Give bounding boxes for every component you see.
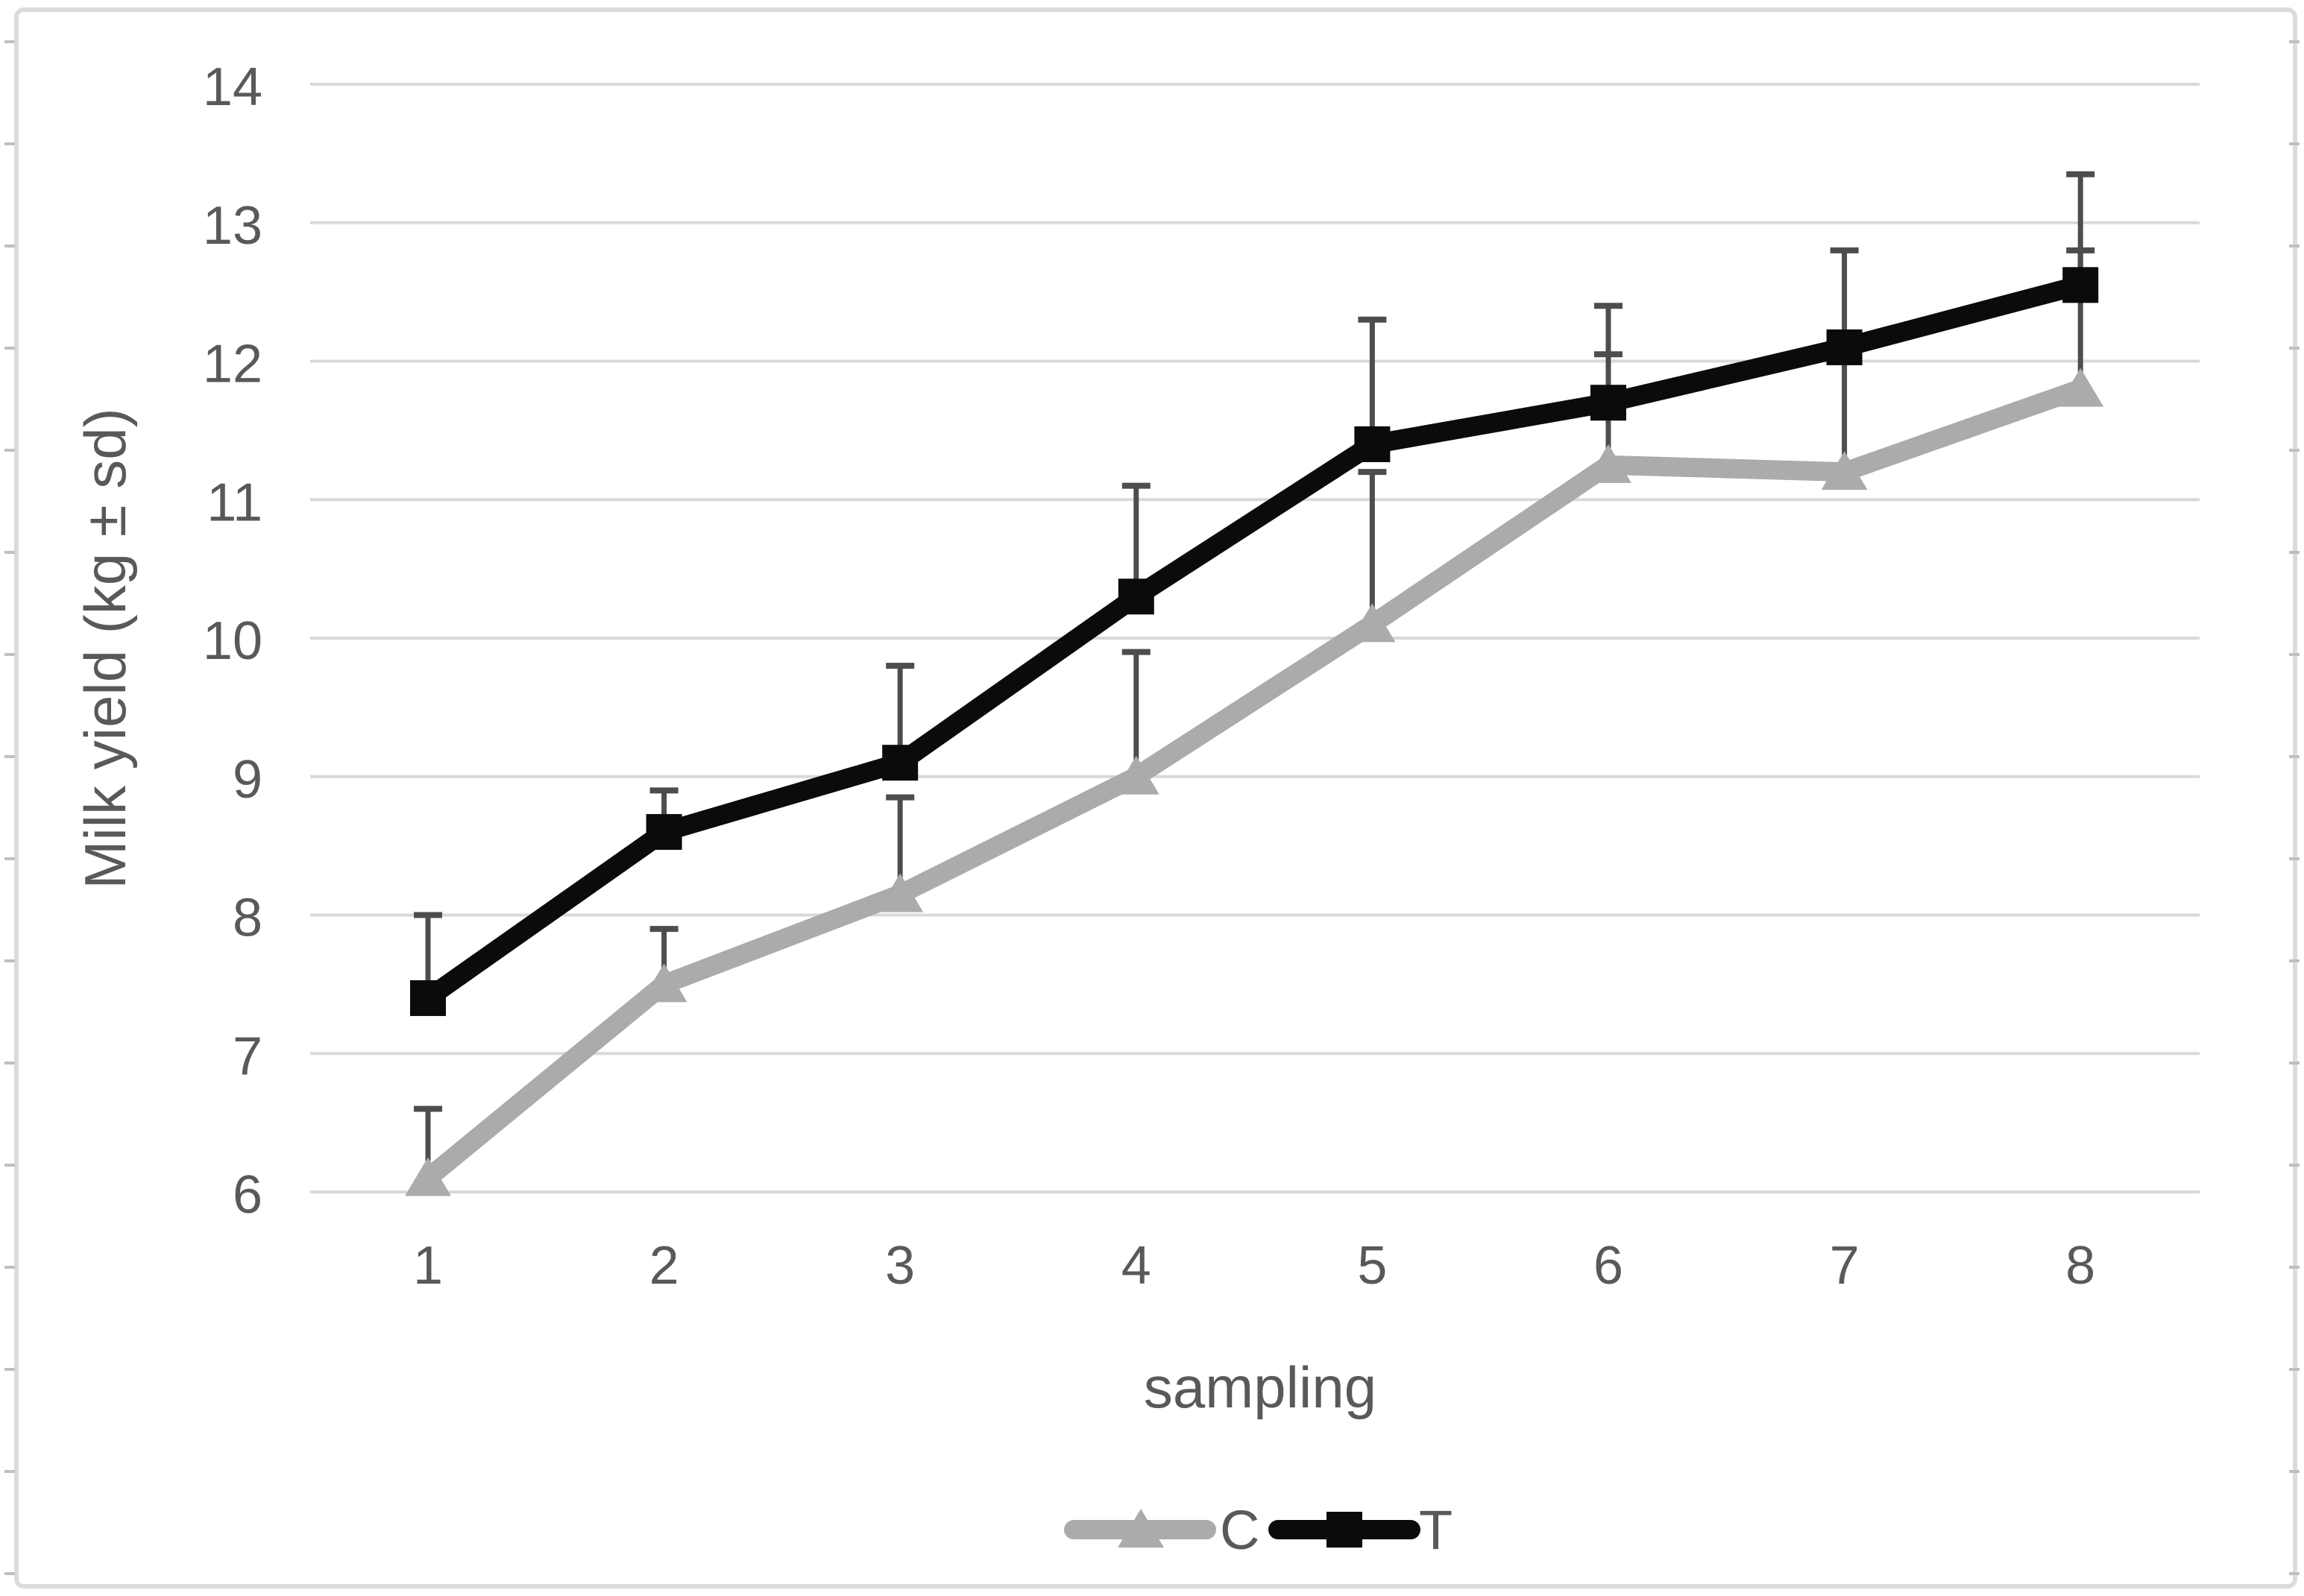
- y-tick-label: 7: [233, 1026, 262, 1086]
- y-tick-label: 9: [233, 750, 262, 810]
- x-tick-label: 1: [413, 1236, 443, 1296]
- y-axis-tick-labels: 6 7 8 9 10 11 12 13 14: [203, 57, 262, 1225]
- y-tick-label: 8: [233, 889, 262, 948]
- x-axis-tick-labels: 1 2 3 4 5 6 7 8: [413, 1236, 2095, 1296]
- marker-square: [2062, 267, 2099, 303]
- marker-square: [1826, 329, 1863, 365]
- marker-triangle: [1112, 755, 1159, 795]
- y-axis-title: Milk yield (kg ± sd): [72, 408, 138, 889]
- legend-markers: [1064, 1509, 1420, 1548]
- marker-triangle: [1821, 451, 1868, 491]
- gridlines: [310, 83, 2200, 1193]
- marker-square: [646, 814, 682, 851]
- scan-edge-ticks: [4, 40, 2300, 1575]
- series-line: [418, 275, 2091, 1008]
- series-line: [418, 379, 2091, 1188]
- y-tick-label: 11: [207, 473, 262, 532]
- marker-square: [882, 745, 919, 781]
- y-tick-label: 12: [203, 335, 262, 394]
- marker-triangle: [405, 1157, 451, 1196]
- data-series: [405, 267, 2104, 1196]
- x-tick-label: 5: [1357, 1236, 1387, 1296]
- figure-border: [14, 7, 2297, 1589]
- marker-triangle: [1349, 603, 1396, 643]
- marker-triangle: [1585, 444, 1631, 483]
- x-tick-label: 7: [1830, 1236, 1860, 1296]
- x-tick-label: 3: [885, 1236, 915, 1296]
- marker-triangle: [877, 873, 924, 912]
- y-tick-label: 10: [203, 611, 262, 671]
- marker-square: [1590, 385, 1626, 421]
- marker-square: [410, 980, 446, 1016]
- y-tick-label: 14: [203, 57, 262, 117]
- marker-square: [1354, 426, 1391, 462]
- series-t: [410, 267, 2099, 1016]
- marker-triangle: [2057, 368, 2104, 407]
- y-tick-label: 13: [203, 196, 262, 256]
- marker-triangle: [1118, 1509, 1164, 1548]
- x-tick-label: 2: [649, 1236, 679, 1296]
- legend: C T: [1064, 1499, 1452, 1561]
- error-bars: [414, 171, 2095, 1179]
- marker-square: [1326, 1512, 1362, 1548]
- y-tick-label: 6: [233, 1165, 262, 1225]
- legend-label-t: T: [1419, 1499, 1452, 1561]
- series-c: [405, 368, 2104, 1196]
- x-tick-label: 4: [1121, 1236, 1151, 1296]
- marker-triangle: [640, 963, 687, 1003]
- x-tick-label: 8: [2065, 1236, 2095, 1296]
- marker-square: [1118, 578, 1154, 615]
- legend-label-c: C: [1220, 1499, 1259, 1561]
- x-axis-title: sampling: [1144, 1354, 1376, 1420]
- x-tick-label: 6: [1593, 1236, 1623, 1296]
